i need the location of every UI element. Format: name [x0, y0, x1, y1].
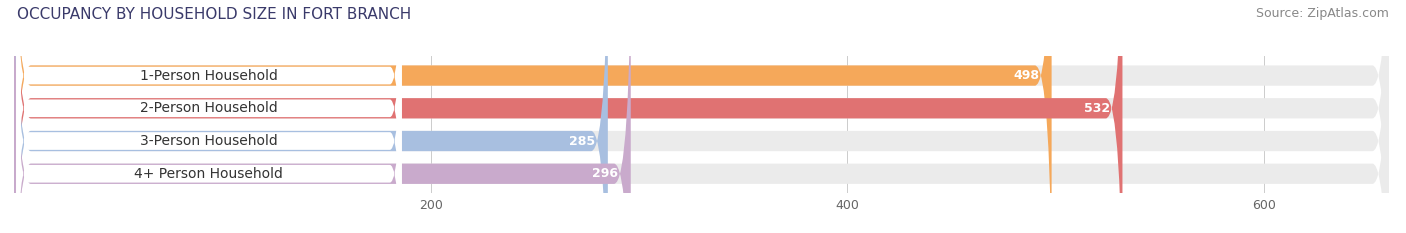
- FancyBboxPatch shape: [15, 0, 402, 233]
- Text: 296: 296: [592, 167, 619, 180]
- FancyBboxPatch shape: [14, 0, 1389, 233]
- FancyBboxPatch shape: [14, 0, 1389, 233]
- FancyBboxPatch shape: [14, 0, 631, 233]
- FancyBboxPatch shape: [14, 0, 607, 233]
- FancyBboxPatch shape: [14, 0, 1389, 233]
- Text: 532: 532: [1084, 102, 1109, 115]
- FancyBboxPatch shape: [15, 0, 402, 233]
- FancyBboxPatch shape: [15, 0, 402, 233]
- Text: 4+ Person Household: 4+ Person Household: [135, 167, 283, 181]
- FancyBboxPatch shape: [14, 0, 1122, 233]
- Text: Source: ZipAtlas.com: Source: ZipAtlas.com: [1256, 7, 1389, 20]
- Text: OCCUPANCY BY HOUSEHOLD SIZE IN FORT BRANCH: OCCUPANCY BY HOUSEHOLD SIZE IN FORT BRAN…: [17, 7, 411, 22]
- FancyBboxPatch shape: [14, 0, 1052, 233]
- Text: 285: 285: [569, 134, 595, 147]
- Text: 498: 498: [1014, 69, 1039, 82]
- Text: 3-Person Household: 3-Person Household: [141, 134, 278, 148]
- FancyBboxPatch shape: [14, 0, 1389, 233]
- Text: 2-Person Household: 2-Person Household: [141, 101, 278, 115]
- Text: 1-Person Household: 1-Person Household: [141, 69, 278, 82]
- FancyBboxPatch shape: [15, 0, 402, 233]
